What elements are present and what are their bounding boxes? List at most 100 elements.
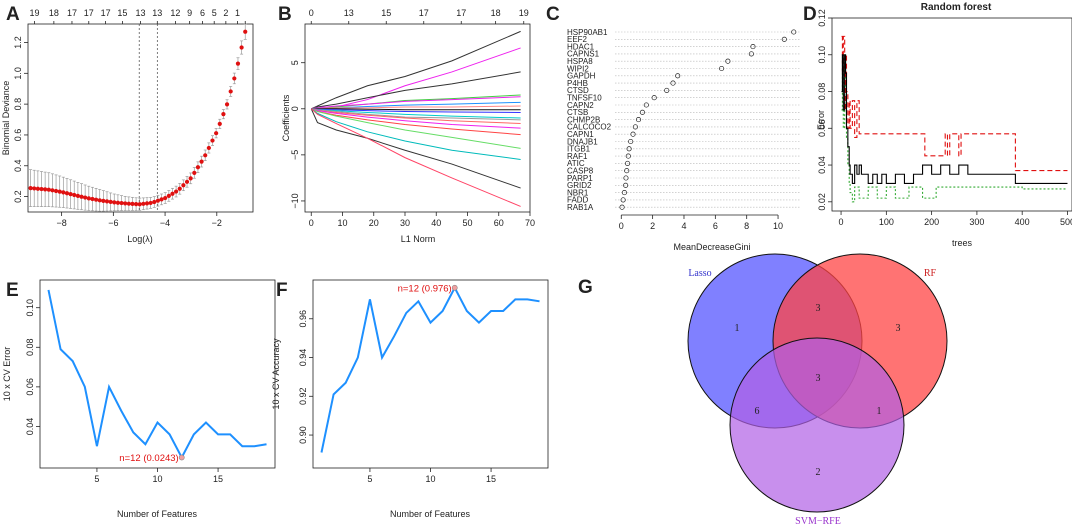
venn-count-all: 3 bbox=[816, 373, 821, 384]
venn-count-lasso-svm: 6 bbox=[755, 406, 760, 417]
coefficient-path bbox=[310, 108, 521, 207]
gene-importance-point bbox=[620, 197, 626, 203]
deviance-point bbox=[170, 191, 175, 196]
x-tick-label: 5 bbox=[94, 474, 99, 484]
top-tick-label: 15 bbox=[117, 8, 127, 18]
optimal-point bbox=[178, 454, 185, 461]
gene-label: RAB1A bbox=[567, 203, 594, 212]
deviance-point bbox=[133, 202, 139, 207]
gene-importance-point bbox=[619, 204, 625, 210]
top-tick-label: 19 bbox=[29, 8, 39, 18]
panel-label-f: F bbox=[276, 280, 288, 301]
deviance-point bbox=[101, 198, 106, 203]
venn-count-lasso-only: 1 bbox=[735, 323, 740, 334]
y-axis-title-e: 10 x CV Error bbox=[2, 347, 12, 402]
x-tick-label: 10 bbox=[773, 221, 783, 231]
gene-label: HSPA8 bbox=[567, 57, 593, 66]
axis-ticks-e: 5 10 15 0.04 0.06 0.08 0.10 bbox=[25, 299, 223, 484]
x-tick-label: 8 bbox=[744, 221, 749, 231]
y-tick-label: 0.2 bbox=[13, 190, 23, 203]
y-tick-label: 0.08 bbox=[817, 83, 827, 101]
optimal-point bbox=[451, 284, 458, 291]
deviance-point bbox=[112, 200, 117, 205]
x-tick-label: 10 bbox=[152, 474, 162, 484]
coefficient-path bbox=[311, 108, 521, 149]
deviance-point bbox=[108, 199, 113, 205]
gene-importance-point bbox=[628, 138, 634, 145]
venn-circle-svm bbox=[729, 337, 905, 513]
gene-label: CTSD bbox=[567, 86, 589, 95]
coefficient-path bbox=[310, 108, 521, 160]
deviance-point bbox=[210, 138, 215, 143]
deviance-point bbox=[195, 165, 201, 170]
deviance-point bbox=[126, 201, 131, 206]
gene-label: ATIC bbox=[567, 159, 585, 168]
x-tick-label: 2 bbox=[650, 221, 655, 231]
deviance-point bbox=[79, 194, 84, 199]
deviance-points bbox=[28, 29, 248, 207]
deviance-point bbox=[61, 190, 66, 195]
x-tick-label: 15 bbox=[486, 474, 496, 484]
deviance-point bbox=[224, 102, 230, 107]
deviance-point bbox=[28, 186, 33, 191]
gene-importance-point bbox=[626, 146, 632, 152]
top-tick-label: 19 bbox=[519, 8, 529, 18]
axis-ticks-d: 0 100 200 300 400 500 0.02 0.04 0.06 0.08 0.10 0.12 bbox=[817, 9, 1072, 227]
optimal-point-label: n=12 (0.976) bbox=[398, 283, 452, 294]
gene-importance-point bbox=[630, 131, 636, 137]
y-tick-label: 0.90 bbox=[298, 426, 308, 444]
deviance-point bbox=[217, 121, 222, 126]
panel-label-d: D bbox=[803, 4, 817, 25]
gene-importance-point bbox=[719, 65, 725, 72]
axis-ticks-f: 5 10 15 0.90 0.92 0.94 0.96 bbox=[298, 310, 496, 484]
deviance-point bbox=[137, 202, 142, 207]
deviance-point bbox=[181, 183, 186, 188]
gene-importance-point bbox=[621, 190, 627, 196]
panel-label-b: B bbox=[278, 4, 292, 25]
deviance-point bbox=[130, 201, 135, 206]
gene-label: WIPI2 bbox=[567, 64, 589, 73]
deviance-point bbox=[57, 189, 62, 194]
plot-frame-e bbox=[39, 279, 276, 469]
deviance-point bbox=[83, 195, 88, 200]
deviance-point bbox=[206, 145, 211, 151]
chart-title-d: Random forest bbox=[921, 2, 992, 13]
deviance-point bbox=[228, 89, 233, 94]
x-tick-label: 10 bbox=[337, 218, 347, 228]
gene-importance-point bbox=[625, 153, 631, 159]
axis-ticks-a: −8 −6 −4 −20.20.40.60.81.01.219 18 17 17 17 15 13… bbox=[13, 8, 246, 228]
cv-error-curve: n=12 (0.0243) bbox=[47, 289, 267, 464]
top-tick-label: 13 bbox=[135, 8, 145, 18]
x-tick-label: 200 bbox=[924, 217, 939, 227]
y-tick-label: −5 bbox=[290, 150, 300, 160]
y-tick-label: 0.08 bbox=[25, 339, 35, 357]
gene-importance-point bbox=[623, 182, 629, 188]
deviance-point bbox=[32, 186, 37, 191]
x-tick-label: 0 bbox=[309, 218, 314, 228]
optimal-point-label: n=12 (0.0243) bbox=[119, 453, 178, 464]
deviance-point bbox=[177, 186, 182, 191]
gene-label: CASP8 bbox=[567, 167, 594, 176]
gene-importance-point bbox=[781, 36, 787, 42]
venn-count-svm-only: 2 bbox=[816, 467, 821, 478]
x-tick-label: 10 bbox=[425, 474, 435, 484]
gene-label: HSP90AB1 bbox=[567, 28, 608, 37]
top-tick-label: 17 bbox=[419, 8, 429, 18]
deviance-point bbox=[46, 187, 51, 192]
gene-importance-point bbox=[632, 124, 638, 130]
top-tick-label: 13 bbox=[344, 8, 354, 18]
top-tick-label: 2 bbox=[223, 8, 228, 18]
top-tick-label: 18 bbox=[49, 8, 59, 18]
deviance-point bbox=[97, 198, 102, 203]
y-tick-label: 0.92 bbox=[298, 388, 308, 406]
plot-frame-d bbox=[831, 17, 1072, 212]
x-tick-label: 40 bbox=[431, 218, 441, 228]
x-axis-title-f: Number of Features bbox=[390, 509, 471, 519]
y-axis-title-d: Error bbox=[816, 110, 826, 130]
deviance-point bbox=[239, 45, 244, 50]
deviance-point bbox=[155, 198, 161, 203]
y-tick-label: 0.10 bbox=[25, 299, 35, 317]
cv-accuracy-curve: n=12 (0.976) bbox=[320, 283, 540, 453]
deviance-point bbox=[148, 200, 153, 206]
deviance-point bbox=[152, 199, 157, 205]
